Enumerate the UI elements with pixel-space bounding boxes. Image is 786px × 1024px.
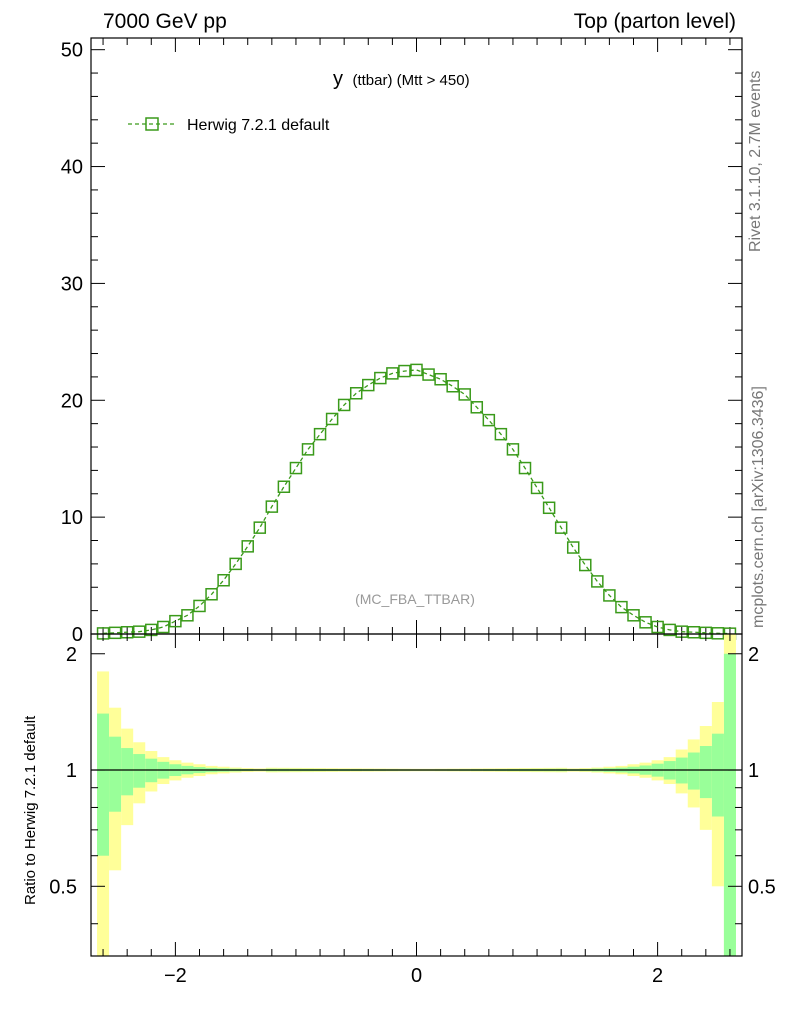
ratio-y-tick-label-left: 2 <box>66 644 77 666</box>
data-point <box>651 620 664 634</box>
data-point <box>446 380 459 393</box>
ratio-frame <box>90 633 743 957</box>
data-point <box>289 461 303 475</box>
data-point <box>482 413 496 427</box>
data-point <box>241 540 254 553</box>
header-right: Top (parton level) <box>574 10 736 33</box>
y-tick-label: 50 <box>61 40 83 62</box>
ratio-y-axis-label: Ratio to Herwig 7.2.1 default <box>22 715 39 905</box>
data-point <box>277 480 291 494</box>
series-line <box>103 369 730 635</box>
x-tick-label: −2 <box>164 965 187 987</box>
data-point <box>386 367 399 380</box>
data-point <box>434 372 447 386</box>
data-point <box>422 368 435 381</box>
data-point <box>518 461 532 475</box>
data-point <box>193 599 206 613</box>
band-inner <box>723 653 736 956</box>
header-left: 7000 GeV pp <box>103 10 227 33</box>
y-tick-label: 30 <box>61 273 83 295</box>
data-point <box>470 401 484 414</box>
data-point <box>687 625 701 639</box>
analysis-watermark: (MC_FBA_TTBAR) <box>355 591 475 607</box>
ratio-y-tick-label-right: 2 <box>748 644 759 666</box>
data-point <box>579 558 592 572</box>
mcplots-label: mcplots.cern.ch [arXiv:1306.3436] <box>750 386 767 628</box>
data-point <box>265 500 279 513</box>
data-point <box>313 427 327 441</box>
data-point <box>205 588 218 601</box>
x-tick-label: 0 <box>411 965 422 987</box>
data-point <box>603 589 616 602</box>
legend-marker <box>145 117 159 131</box>
legend: Herwig 7.2.1 default <box>128 117 330 134</box>
data-point <box>494 427 508 441</box>
plot-title-main: y <box>333 68 343 90</box>
data-point <box>229 557 242 571</box>
x-tick-label: 2 <box>652 965 663 987</box>
data-point <box>374 371 387 385</box>
data-point <box>627 609 640 622</box>
data-point <box>615 600 628 614</box>
main-plot: 0 10 20 30 40 50 <box>61 37 743 646</box>
data-point <box>157 620 170 634</box>
legend-label: Herwig 7.2.1 default <box>187 117 330 134</box>
data-point <box>663 623 676 637</box>
data-point <box>506 443 520 456</box>
data-point <box>337 398 351 412</box>
ratio-y-tick-label-right: 1 <box>748 760 759 782</box>
band-inner <box>121 748 134 796</box>
data-point <box>349 387 363 400</box>
data-point <box>253 521 267 534</box>
data-point <box>398 364 411 378</box>
data-point <box>458 388 471 401</box>
data-point <box>554 521 568 534</box>
data-point <box>566 541 580 554</box>
ratio-y-tick-label-left: 0.5 <box>49 876 77 898</box>
plot-title: y (ttbar) (Mtt > 450) <box>333 68 470 90</box>
data-point <box>325 412 339 426</box>
data-point <box>181 609 194 622</box>
band-inner <box>97 713 110 856</box>
rivet-label: Rivet 3.1.10, 2.7M events <box>747 71 764 252</box>
data-point <box>530 481 544 495</box>
band-inner <box>687 752 700 790</box>
band-inner <box>711 733 724 817</box>
y-tick-label: 0 <box>72 624 83 646</box>
band-inner <box>699 746 712 799</box>
data-point <box>410 363 423 377</box>
data-point <box>132 625 146 638</box>
data-point <box>711 627 725 640</box>
ratio-y-tick-label-left: 1 <box>66 760 77 782</box>
ratio-y-tick-label-right: 0.5 <box>748 876 776 898</box>
data-point <box>639 616 652 629</box>
y-tick-label: 10 <box>61 507 83 529</box>
data-point <box>108 626 122 640</box>
ratio-plot: 0.5 0.5 1 1 2 2 −2 0 2 <box>49 633 776 987</box>
plot-title-sub: (ttbar) (Mtt > 450) <box>352 72 469 89</box>
data-point <box>362 378 375 392</box>
data-point <box>542 501 556 515</box>
data-point <box>169 614 182 628</box>
data-point <box>591 575 604 588</box>
data-point <box>217 573 230 587</box>
y-tick-label: 20 <box>61 390 83 412</box>
data-point <box>301 443 315 456</box>
band-inner <box>133 754 146 788</box>
band-inner <box>109 736 122 812</box>
y-tick-label: 40 <box>61 157 83 179</box>
